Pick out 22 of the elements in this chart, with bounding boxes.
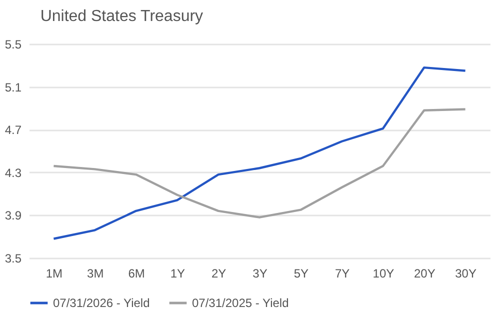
y-tick-label: 3.5 <box>4 252 22 266</box>
x-tick-label: 5Y <box>294 266 309 280</box>
x-tick-label: 6M <box>128 266 145 280</box>
legend-label: 07/31/2026 - Yield <box>53 296 150 310</box>
y-tick-label: 5.5 <box>4 38 22 52</box>
chart-title: United States Treasury <box>40 8 204 25</box>
x-tick-label: 3M <box>87 266 104 280</box>
x-tick-label: 1Y <box>170 266 186 280</box>
y-tick-label: 4.3 <box>4 166 22 180</box>
line-series <box>52 66 466 240</box>
x-tick-label: 10Y <box>372 266 394 280</box>
y-tick-label: 4.7 <box>4 123 22 138</box>
y-tick-label: 3.9 <box>4 208 22 223</box>
x-tick-label: 20Y <box>414 266 436 280</box>
x-tick-label: 1M <box>46 266 63 280</box>
x-tick-label: 7Y <box>334 266 350 280</box>
x-tick-label: 3Y <box>252 266 268 280</box>
x-tick-label: 30Y <box>455 266 476 280</box>
line-series <box>52 108 466 218</box>
x-tick-label: 2Y <box>211 266 226 280</box>
legend-label: 07/31/2025 - Yield <box>192 296 289 310</box>
y-tick-label: 5.1 <box>4 80 22 94</box>
